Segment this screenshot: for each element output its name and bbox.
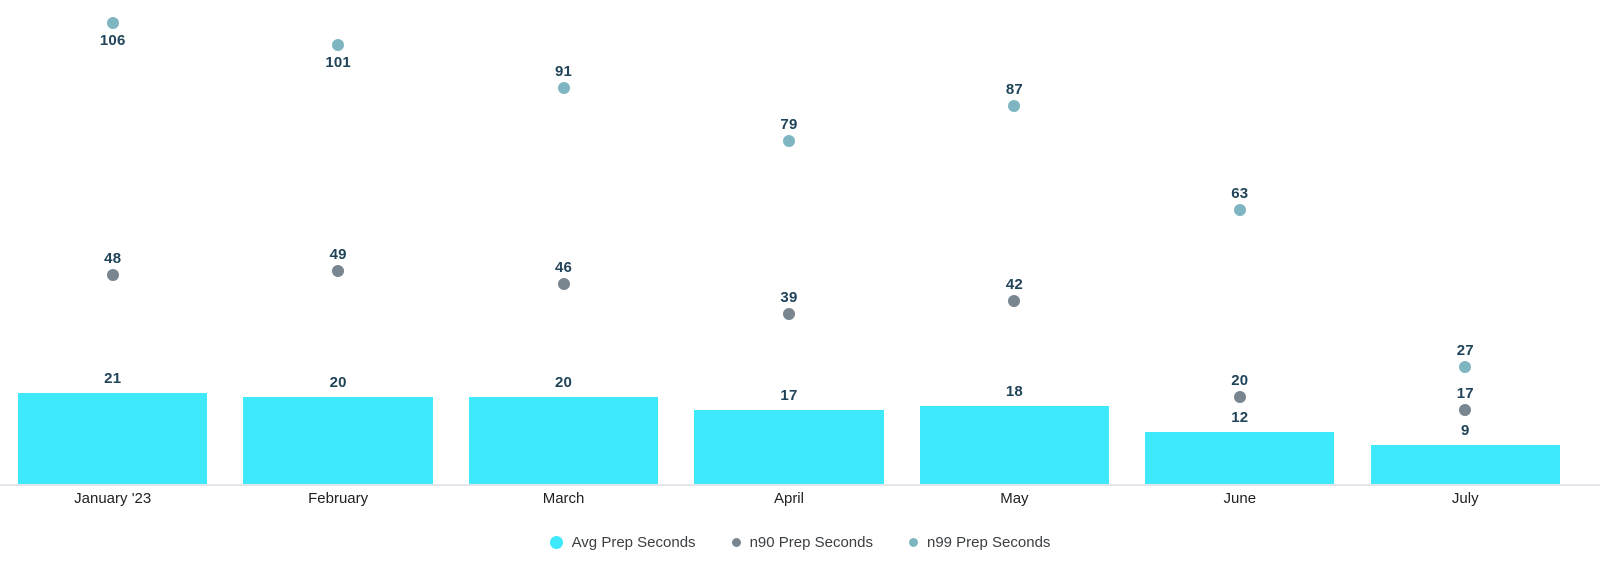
n90-dot[interactable] <box>1233 391 1246 403</box>
n90-dot[interactable] <box>557 278 570 290</box>
n99-dot[interactable] <box>1459 360 1472 373</box>
x-axis-label: July <box>1451 490 1479 507</box>
avg-bar[interactable] <box>919 405 1110 484</box>
n90-value-label: 20 <box>1231 372 1249 389</box>
avg-bar[interactable] <box>1145 431 1335 484</box>
legend-marker-icon <box>731 538 741 547</box>
chart-column: 21 48 106 <box>0 0 225 484</box>
x-axis-label: April <box>773 490 804 507</box>
avg-value-label: 20 <box>329 374 347 391</box>
n99-value-label: 79 <box>780 115 798 133</box>
x-axis-labels: January '23 February March April May June July <box>0 490 1578 508</box>
n90-dot[interactable] <box>332 264 345 277</box>
chart-column: 17 39 79 <box>676 0 901 484</box>
n99-dot[interactable] <box>106 17 119 29</box>
x-axis-label: March <box>542 490 585 507</box>
n99-dot[interactable] <box>1008 99 1021 112</box>
avg-bar[interactable] <box>18 392 208 484</box>
avg-bar[interactable] <box>694 410 884 484</box>
n90-value-label: 42 <box>1005 276 1023 294</box>
n99-dot[interactable] <box>332 38 345 51</box>
plot-area: 21 48 106 20 49 101 20 46 91 17 39 79 18 42 87 12 20 63 9 1… <box>0 0 1600 486</box>
columns: 21 48 106 20 49 101 20 46 91 17 39 79 18 42 87 12 20 63 9 1… <box>0 0 1578 484</box>
n99-value-label: 91 <box>555 63 573 81</box>
avg-bar[interactable] <box>1370 444 1560 484</box>
legend-marker-icon <box>908 538 918 547</box>
avg-value-label: 9 <box>1460 421 1470 439</box>
n99-dot[interactable] <box>782 134 795 147</box>
x-axis-label: June <box>1223 490 1257 507</box>
n90-value-label: 46 <box>555 259 573 276</box>
n90-value-label: 39 <box>780 289 798 307</box>
x-axis-label: February <box>308 490 369 507</box>
avg-value-label: 20 <box>555 374 573 391</box>
chart-column: 18 42 87 <box>902 0 1127 484</box>
avg-value-label: 12 <box>1231 408 1249 426</box>
n99-dot[interactable] <box>557 82 570 95</box>
n90-value-label: 17 <box>1456 385 1474 403</box>
avg-bar[interactable] <box>243 397 433 484</box>
n99-value-label: 101 <box>325 53 351 71</box>
x-axis-label: May <box>1000 490 1029 507</box>
n90-dot[interactable] <box>1459 404 1472 417</box>
chart-column: 20 49 101 <box>225 0 450 484</box>
legend-label: n90 Prep Seconds <box>749 534 873 551</box>
n90-value-label: 48 <box>104 250 122 268</box>
avg-bar[interactable] <box>468 397 659 484</box>
legend-label: n99 Prep Seconds <box>926 534 1051 551</box>
x-axis-label: January '23 <box>74 490 152 507</box>
n90-value-label: 49 <box>329 245 347 263</box>
chart-column: 12 20 63 <box>1127 0 1352 484</box>
chart-column: 9 17 27 <box>1353 0 1578 484</box>
n90-dot[interactable] <box>1008 295 1021 308</box>
n90-dot[interactable] <box>106 269 119 282</box>
x-axis-line <box>0 484 1600 486</box>
legend-marker-icon <box>549 536 563 549</box>
n99-dot[interactable] <box>1233 204 1246 216</box>
legend-label: Avg Prep Seconds <box>571 534 696 551</box>
legend: Avg Prep Seconds n90 Prep Seconds n99 Prep… <box>0 534 1600 551</box>
n99-value-label: 27 <box>1456 341 1474 359</box>
avg-value-label: 18 <box>1005 382 1023 400</box>
n90-dot[interactable] <box>782 308 795 321</box>
avg-value-label: 17 <box>780 387 798 405</box>
n99-value-label: 87 <box>1005 80 1023 98</box>
chart-column: 20 46 91 <box>451 0 676 484</box>
legend-item-avg: Avg Prep Seconds <box>549 534 696 551</box>
legend-item-n99: n99 Prep Seconds <box>908 534 1051 551</box>
n99-value-label: 106 <box>99 32 126 49</box>
n99-value-label: 63 <box>1231 185 1249 202</box>
legend-item-n90: n90 Prep Seconds <box>731 534 873 551</box>
avg-value-label: 21 <box>104 369 122 387</box>
